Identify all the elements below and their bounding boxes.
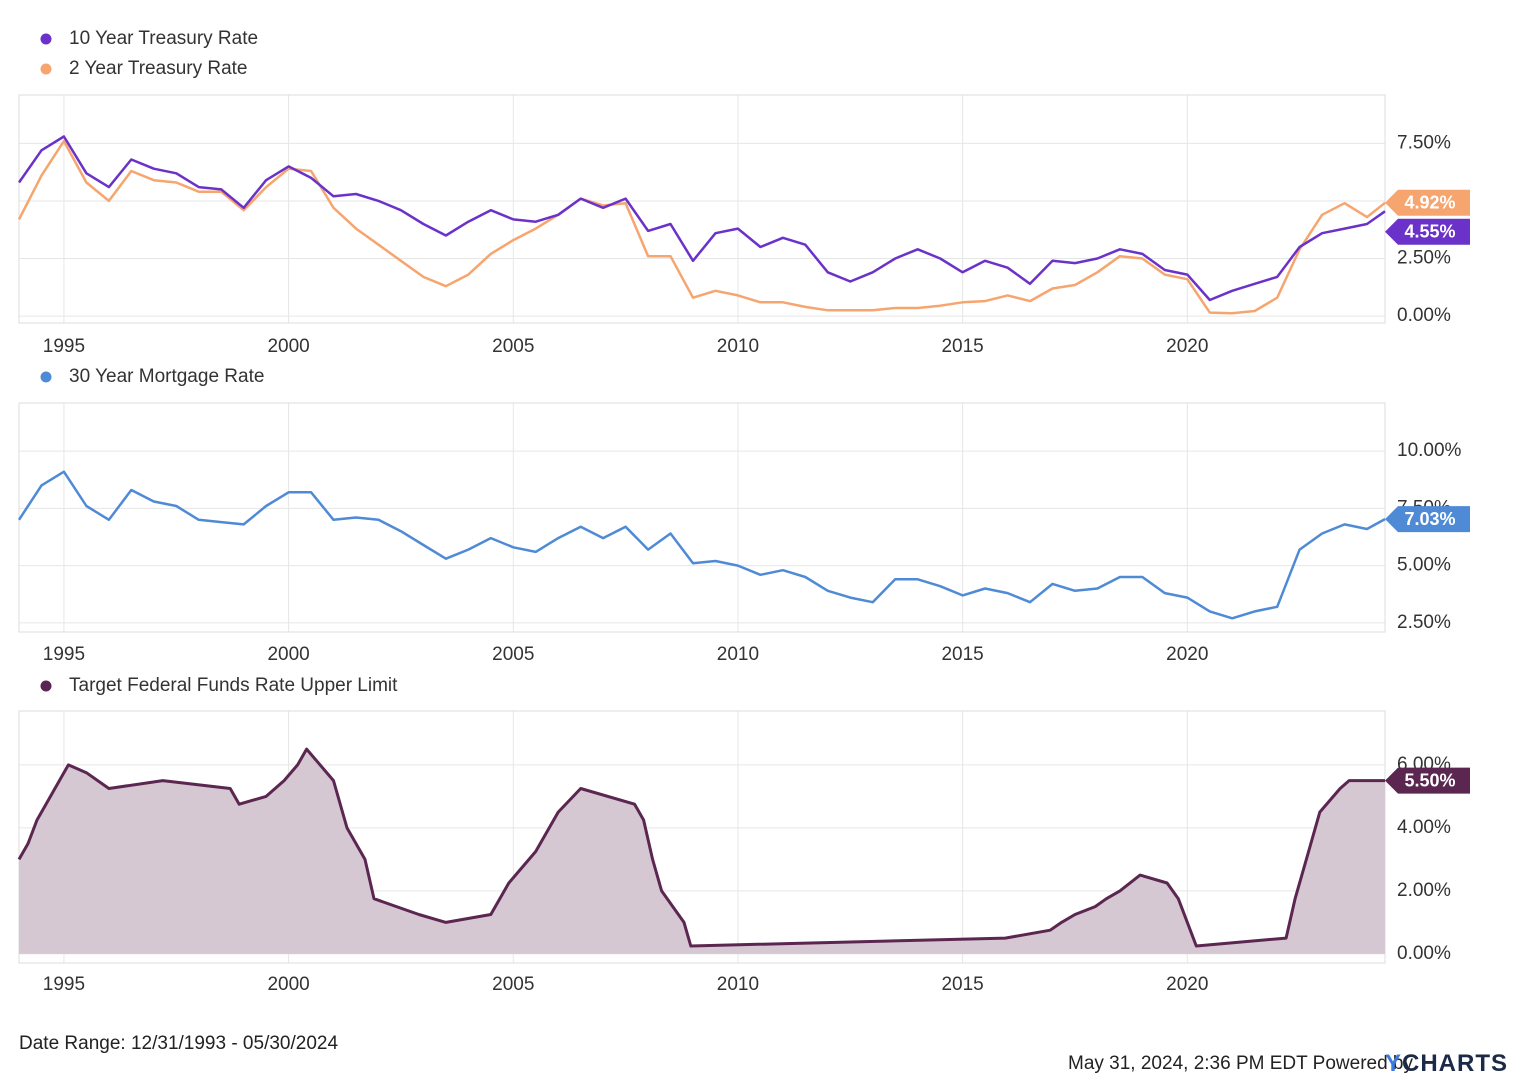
y-tick-label: 7.50% — [1397, 132, 1451, 153]
legend-marker — [40, 680, 52, 692]
x-tick-label: 2015 — [941, 644, 983, 665]
end-badge — [1385, 189, 1470, 216]
y-tick-label: 2.50% — [1397, 248, 1451, 269]
legend-label: Target Federal Funds Rate Upper Limit — [69, 675, 398, 696]
x-tick-label: 2000 — [267, 336, 309, 357]
logo-wrap: YCHARTS — [1385, 1050, 1508, 1078]
end-badge-label: 7.03% — [1404, 509, 1455, 529]
x-tick-label: 2000 — [267, 644, 309, 665]
y-tick-label: 0.00% — [1397, 305, 1451, 326]
y-tick-label: 0.00% — [1397, 943, 1451, 964]
x-tick-label: 2005 — [492, 336, 534, 357]
logo: YCHARTS — [1385, 1050, 1509, 1077]
x-tick-label: 2020 — [1166, 644, 1208, 665]
date-range: Date Range: 12/31/1993 - 05/30/2024 — [19, 1033, 339, 1054]
area — [19, 749, 1385, 954]
y-tick-label: 2.50% — [1397, 612, 1451, 633]
line — [17, 135, 1386, 302]
x-tick-label: 2000 — [267, 974, 309, 995]
legend-marker — [40, 371, 52, 383]
x-tick-label: 2020 — [1166, 336, 1208, 357]
end-badge-label: 4.92% — [1404, 193, 1455, 213]
y-tick-label: 2.00% — [1397, 880, 1451, 901]
x-tick-label: 2020 — [1166, 974, 1208, 995]
y-tick-label: 10.00% — [1397, 440, 1462, 461]
x-tick-label: 2010 — [717, 974, 759, 995]
legend-label: 30 Year Mortgage Rate — [69, 366, 264, 387]
x-tick-label: 1995 — [43, 336, 85, 357]
plot-border — [18, 402, 1386, 633]
legend-marker — [40, 63, 52, 75]
line — [17, 139, 1386, 315]
x-tick-label: 2010 — [717, 644, 759, 665]
legend-label: 2 Year Treasury Rate — [69, 58, 248, 79]
line — [17, 747, 1385, 948]
legend-marker — [40, 33, 52, 45]
line — [17, 470, 1386, 620]
y-tick-label: 4.00% — [1397, 817, 1451, 838]
timestamp: May 31, 2024, 2:36 PM EDT Powered by — [1068, 1053, 1413, 1074]
x-tick-label: 2010 — [717, 336, 759, 357]
x-tick-label: 2015 — [941, 974, 983, 995]
end-badge — [1385, 767, 1470, 794]
x-tick-label: 2005 — [492, 644, 534, 665]
legend-label: 10 Year Treasury Rate — [69, 28, 258, 49]
x-tick-label: 2005 — [492, 974, 534, 995]
end-badge-label: 5.50% — [1404, 770, 1455, 790]
x-tick-label: 1995 — [43, 974, 85, 995]
end-badge — [1385, 506, 1470, 533]
x-tick-label: 1995 — [43, 644, 85, 665]
y-tick-label: 5.00% — [1397, 555, 1451, 576]
end-badge — [1385, 218, 1470, 245]
end-badge-label: 4.55% — [1404, 222, 1455, 242]
plot-border — [18, 94, 1386, 324]
x-tick-label: 2015 — [941, 336, 983, 357]
